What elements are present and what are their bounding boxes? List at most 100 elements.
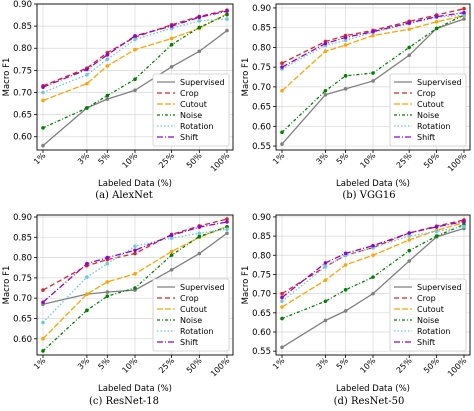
data-point-noise bbox=[169, 42, 174, 47]
x-tick-label: 1% bbox=[32, 151, 48, 167]
data-point-cutout bbox=[343, 43, 348, 47]
x-tick-label: 1% bbox=[271, 356, 287, 372]
x-tick-label: 25% bbox=[395, 356, 414, 375]
data-point-supervised bbox=[133, 88, 137, 93]
y-tick-label: 0.65 bbox=[13, 111, 32, 121]
y-tick-label: 0.60 bbox=[252, 122, 271, 132]
y-tick-label: 0.75 bbox=[252, 63, 271, 73]
y-tick-label: 0.65 bbox=[252, 103, 271, 113]
data-point-shift bbox=[197, 15, 202, 20]
x-axis-label: Labeled Data (%) bbox=[98, 384, 172, 394]
y-tick-label: 0.85 bbox=[13, 233, 32, 243]
legend-entry-noise: Noise bbox=[417, 316, 439, 325]
x-tick-label: 5% bbox=[96, 151, 112, 167]
data-point-supervised bbox=[197, 49, 202, 54]
y-tick-label: 0.70 bbox=[252, 83, 271, 93]
y-tick-label: 0.55 bbox=[252, 142, 271, 152]
data-point-supervised bbox=[105, 97, 110, 101]
data-point-noise bbox=[197, 234, 202, 239]
data-point-shift bbox=[85, 261, 89, 266]
legend-entry-shift: Shift bbox=[417, 133, 435, 142]
data-point-rotation bbox=[197, 231, 202, 236]
data-point-rotation bbox=[85, 72, 89, 77]
data-point-shift bbox=[225, 9, 229, 13]
data-point-supervised bbox=[371, 79, 375, 83]
data-point-supervised bbox=[280, 142, 284, 146]
panel-caption: (d) ResNet-50 bbox=[334, 396, 405, 407]
y-tick-label: 0.70 bbox=[13, 88, 32, 98]
data-point-noise bbox=[197, 25, 202, 30]
data-point-shift bbox=[343, 35, 348, 40]
legend: Supervised Crop Cutout Noise Rotation Shift bbox=[389, 278, 467, 352]
axes-frame bbox=[275, 3, 471, 151]
data-point-noise bbox=[371, 71, 375, 75]
data-point-noise bbox=[407, 248, 412, 253]
data-point-cutout bbox=[169, 36, 174, 41]
data-point-supervised bbox=[280, 345, 284, 350]
legend-entry-rotation: Rotation bbox=[180, 327, 213, 336]
data-point-supervised bbox=[169, 65, 174, 69]
x-tick-label: 100% bbox=[446, 356, 469, 379]
data-point-supervised bbox=[169, 267, 174, 272]
legend-entry-cutout: Cutout bbox=[417, 305, 444, 314]
x-tick-label: 50% bbox=[185, 356, 204, 375]
legend-entry-supervised: Supervised bbox=[180, 283, 225, 292]
y-axis-label: Macro F1 bbox=[2, 58, 12, 97]
data-point-shift bbox=[197, 225, 202, 229]
data-point-noise bbox=[133, 77, 137, 82]
data-point-noise bbox=[343, 287, 348, 292]
y-tick-label: 0.75 bbox=[252, 270, 271, 280]
data-point-supervised bbox=[197, 251, 202, 256]
data-point-noise bbox=[41, 126, 45, 130]
data-point-supervised bbox=[371, 291, 375, 296]
data-point-crop bbox=[280, 61, 284, 65]
data-point-shift bbox=[133, 34, 137, 38]
data-point-rotation bbox=[105, 261, 110, 266]
data-point-rotation bbox=[225, 17, 229, 21]
x-tick-label: 25% bbox=[395, 151, 414, 170]
x-axis-label: Labeled Data (%) bbox=[98, 179, 172, 189]
data-point-rotation bbox=[41, 320, 45, 325]
data-point-shift bbox=[41, 300, 45, 305]
data-point-shift bbox=[407, 21, 412, 25]
legend-entry-supervised: Supervised bbox=[417, 78, 462, 87]
data-point-noise bbox=[105, 294, 110, 298]
axes-frame bbox=[275, 214, 471, 356]
legend-entry-noise: Noise bbox=[180, 316, 202, 325]
legend-entry-crop: Crop bbox=[417, 89, 436, 98]
data-point-shift bbox=[169, 233, 174, 238]
data-point-shift bbox=[41, 85, 45, 89]
panel-caption: (b) VGG16 bbox=[342, 190, 395, 201]
chart-panel-2: 0.55 0.60 0.65 0.70 0.75 0.80 0.85 0.90 1% 3% 5% 10… bbox=[241, 3, 471, 189]
y-axis-label: Macro F1 bbox=[241, 58, 251, 97]
data-point-crop bbox=[280, 291, 284, 296]
data-point-cutout bbox=[41, 98, 45, 103]
data-point-supervised bbox=[407, 259, 412, 263]
panel-caption: (a) AlexNet bbox=[95, 190, 153, 201]
data-point-shift bbox=[169, 24, 174, 28]
y-tick-label: 0.90 bbox=[252, 4, 271, 14]
y-tick-label: 0.70 bbox=[252, 290, 271, 300]
data-point-noise bbox=[280, 316, 284, 321]
data-point-cutout bbox=[407, 27, 412, 32]
data-point-crop bbox=[41, 288, 45, 292]
axes-frame bbox=[36, 214, 234, 356]
data-point-shift bbox=[462, 10, 466, 15]
data-point-noise bbox=[41, 349, 45, 353]
data-point-rotation bbox=[323, 264, 328, 269]
x-tick-label: 10% bbox=[120, 151, 139, 170]
data-point-cutout bbox=[133, 47, 137, 52]
data-point-cutout bbox=[371, 253, 375, 258]
data-point-rotation bbox=[133, 37, 137, 42]
x-tick-label: 3% bbox=[314, 151, 330, 167]
y-tick-label: 0.85 bbox=[252, 24, 271, 34]
x-axis-label: Labeled Data (%) bbox=[336, 179, 410, 189]
x-tick-label: 5% bbox=[96, 356, 112, 372]
legend-entry-crop: Crop bbox=[180, 89, 199, 98]
data-point-cutout bbox=[323, 278, 328, 283]
y-tick-label: 0.85 bbox=[252, 232, 271, 242]
data-point-cutout bbox=[434, 19, 439, 24]
y-tick-label: 0.60 bbox=[13, 335, 32, 345]
